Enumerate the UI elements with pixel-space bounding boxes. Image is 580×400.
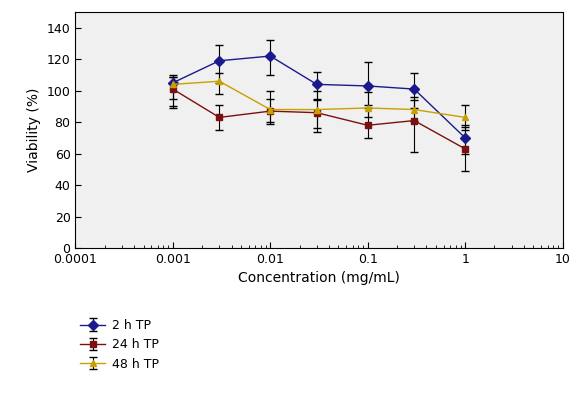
Y-axis label: Viability (%): Viability (%) — [27, 88, 41, 172]
Legend: 2 h TP, 24 h TP, 48 h TP: 2 h TP, 24 h TP, 48 h TP — [75, 314, 164, 376]
X-axis label: Concentration (mg/mL): Concentration (mg/mL) — [238, 272, 400, 286]
